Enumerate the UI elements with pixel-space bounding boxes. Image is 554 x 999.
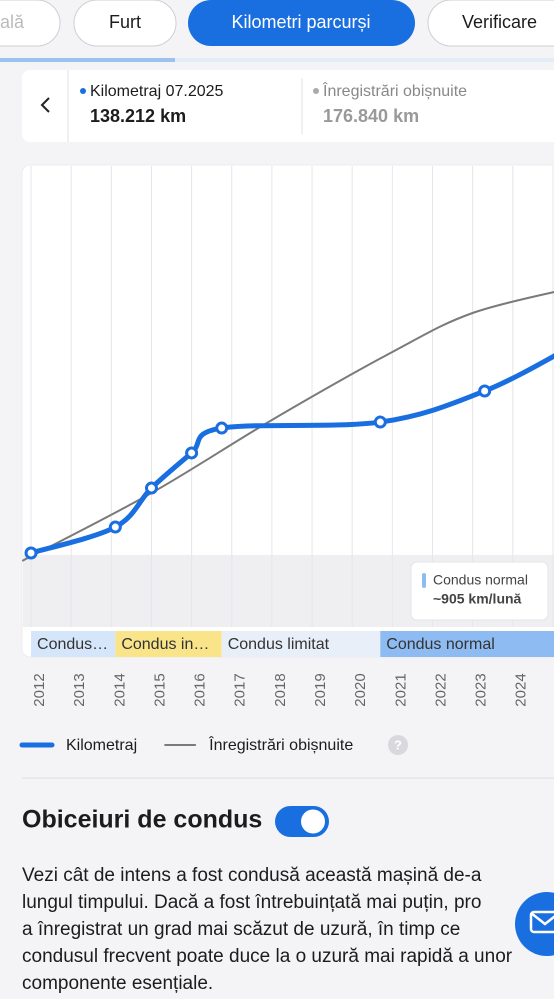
x-tick-label: 2016 bbox=[192, 673, 209, 706]
segment bbox=[380, 631, 554, 657]
x-tick-label: 2015 bbox=[151, 673, 168, 706]
legend-dot bbox=[80, 88, 86, 94]
lines bbox=[22, 291, 554, 562]
data-point bbox=[144, 481, 158, 495]
typical-value: 176.840 km bbox=[323, 106, 419, 126]
data-point bbox=[24, 546, 38, 560]
tab-label[interactable]: Verificare bbox=[462, 12, 537, 32]
paragraph-line: lungul timpului. Dacă a fost întrebuința… bbox=[22, 892, 481, 913]
chat-icon bbox=[529, 910, 554, 934]
segment bbox=[115, 631, 222, 657]
x-ticks: 2012 2013 2014 2015 2016 2017 2018 2019 2020 2021… bbox=[31, 673, 554, 706]
segment-label: Condus normal bbox=[386, 636, 495, 653]
tooltip-text: ~905 km/lună bbox=[433, 591, 522, 607]
tab-label[interactable]: Furt bbox=[109, 12, 141, 32]
current-label: Kilometraj 07.2025 bbox=[90, 83, 224, 100]
x-tick-label: 2012 bbox=[31, 673, 48, 706]
chat-button[interactable] bbox=[515, 892, 554, 956]
tab[interactable] bbox=[73, 0, 177, 47]
tab-label[interactable]: Kilometri parcurși bbox=[231, 12, 370, 32]
tab[interactable] bbox=[427, 0, 554, 47]
x-tick-label: 2017 bbox=[232, 673, 249, 706]
x-tick-label: 2025 bbox=[553, 673, 554, 706]
legend: Kilometraj Înregistrări obișnuite bbox=[19, 735, 353, 754]
data-point bbox=[373, 415, 387, 429]
segment bbox=[31, 631, 116, 657]
data-point bbox=[215, 421, 229, 435]
data-point bbox=[478, 384, 492, 398]
section-title: Obiceiuri de condus bbox=[22, 806, 262, 834]
segment bbox=[221, 631, 381, 657]
segment-label: Condus limitat bbox=[228, 636, 330, 653]
summary-card bbox=[22, 70, 554, 142]
segment-label: Condus… bbox=[37, 636, 108, 653]
toggle-knob bbox=[301, 809, 325, 834]
paragraph: Vezi cât de intens a fost condusă aceast… bbox=[22, 865, 513, 994]
legend-label: Kilometraj bbox=[66, 737, 137, 754]
back-arrow[interactable] bbox=[40, 97, 50, 113]
typical-label: Înregistrări obișnuite bbox=[322, 81, 467, 100]
tooltip-title: Condus normal bbox=[433, 572, 528, 588]
segments: Condus… Condus in… Condus limitat Condus no… bbox=[31, 631, 554, 657]
tab-active[interactable] bbox=[188, 0, 415, 46]
tooltip bbox=[410, 561, 549, 621]
help-icon[interactable] bbox=[388, 735, 408, 755]
paragraph-line: a înregistrat un grad mai scăzut de uzur… bbox=[22, 919, 460, 940]
chat-icon bbox=[530, 912, 554, 926]
legend-dot bbox=[313, 88, 319, 94]
series-line bbox=[22, 291, 554, 562]
scroll-track bbox=[0, 58, 554, 62]
data-point bbox=[108, 520, 122, 534]
x-tick-label: 2018 bbox=[272, 673, 289, 706]
tab[interactable] bbox=[0, 0, 61, 47]
help-icon-glyph: ? bbox=[394, 737, 402, 752]
segment-label: Condus in… bbox=[121, 636, 209, 653]
x-tick-label: 2019 bbox=[312, 673, 329, 706]
x-tick-label: 2013 bbox=[71, 673, 88, 706]
x-tick-label: 2021 bbox=[392, 673, 409, 706]
scroll-thumb bbox=[0, 58, 175, 62]
x-tick-label: 2020 bbox=[352, 673, 369, 706]
legend-label: Înregistrări obișnuite bbox=[208, 735, 353, 754]
x-tick-label: 2023 bbox=[473, 673, 490, 706]
paragraph-line: Vezi cât de intens a fost condusă aceast… bbox=[22, 865, 482, 886]
data-point bbox=[185, 446, 199, 460]
x-tick-label: 2022 bbox=[432, 673, 449, 706]
tab-label[interactable]: ală bbox=[0, 12, 25, 32]
x-tick-label: 2024 bbox=[513, 673, 530, 706]
tooltip-swatch bbox=[422, 573, 426, 588]
grid bbox=[30, 166, 554, 627]
paragraph-line: componente esențiale. bbox=[22, 973, 213, 994]
x-tick-label: 2014 bbox=[111, 673, 128, 706]
paragraph-line: condusul frecvent poate duce la o uzură … bbox=[22, 946, 513, 967]
current-value: 138.212 km bbox=[90, 106, 186, 126]
